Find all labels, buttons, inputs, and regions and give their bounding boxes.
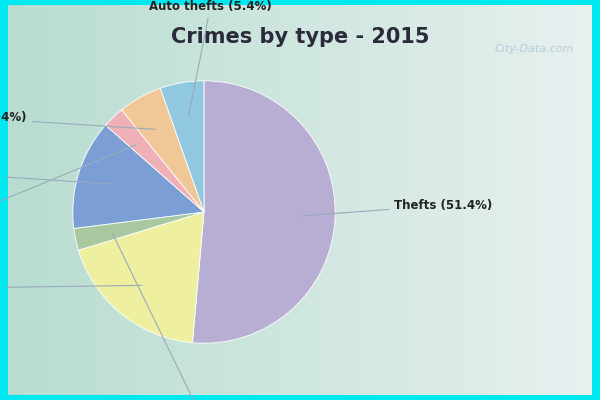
Text: Rapes (2.7%): Rapes (2.7%) (113, 234, 248, 400)
Text: Robberies (5.4%): Robberies (5.4%) (0, 111, 155, 129)
Wedge shape (73, 125, 204, 228)
Wedge shape (79, 212, 204, 343)
Text: Assaults (18.9%): Assaults (18.9%) (0, 282, 142, 294)
Wedge shape (74, 212, 204, 250)
Wedge shape (160, 81, 204, 212)
Wedge shape (106, 110, 204, 212)
Text: City-Data.com: City-Data.com (495, 44, 574, 54)
Wedge shape (122, 88, 204, 212)
Text: Arson (2.7%): Arson (2.7%) (0, 145, 136, 225)
Text: Auto thefts (5.4%): Auto thefts (5.4%) (149, 0, 272, 116)
Wedge shape (193, 81, 335, 343)
Text: Thefts (51.4%): Thefts (51.4%) (301, 199, 493, 216)
Text: Crimes by type - 2015: Crimes by type - 2015 (171, 27, 429, 47)
Text: Burglaries (13.5%): Burglaries (13.5%) (0, 166, 111, 184)
